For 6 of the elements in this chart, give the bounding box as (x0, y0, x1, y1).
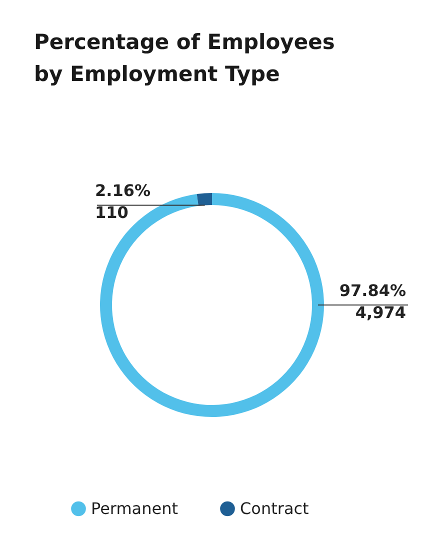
legend-label: Permanent (91, 498, 178, 518)
data-label: 2.16% 110 (95, 181, 151, 222)
donut-slice (196, 193, 212, 206)
legend-label: Contract (240, 498, 309, 518)
data-label: 97.84% 4,974 (339, 281, 406, 322)
chart-title: Percentage of Employees by Employment Type (34, 30, 335, 86)
